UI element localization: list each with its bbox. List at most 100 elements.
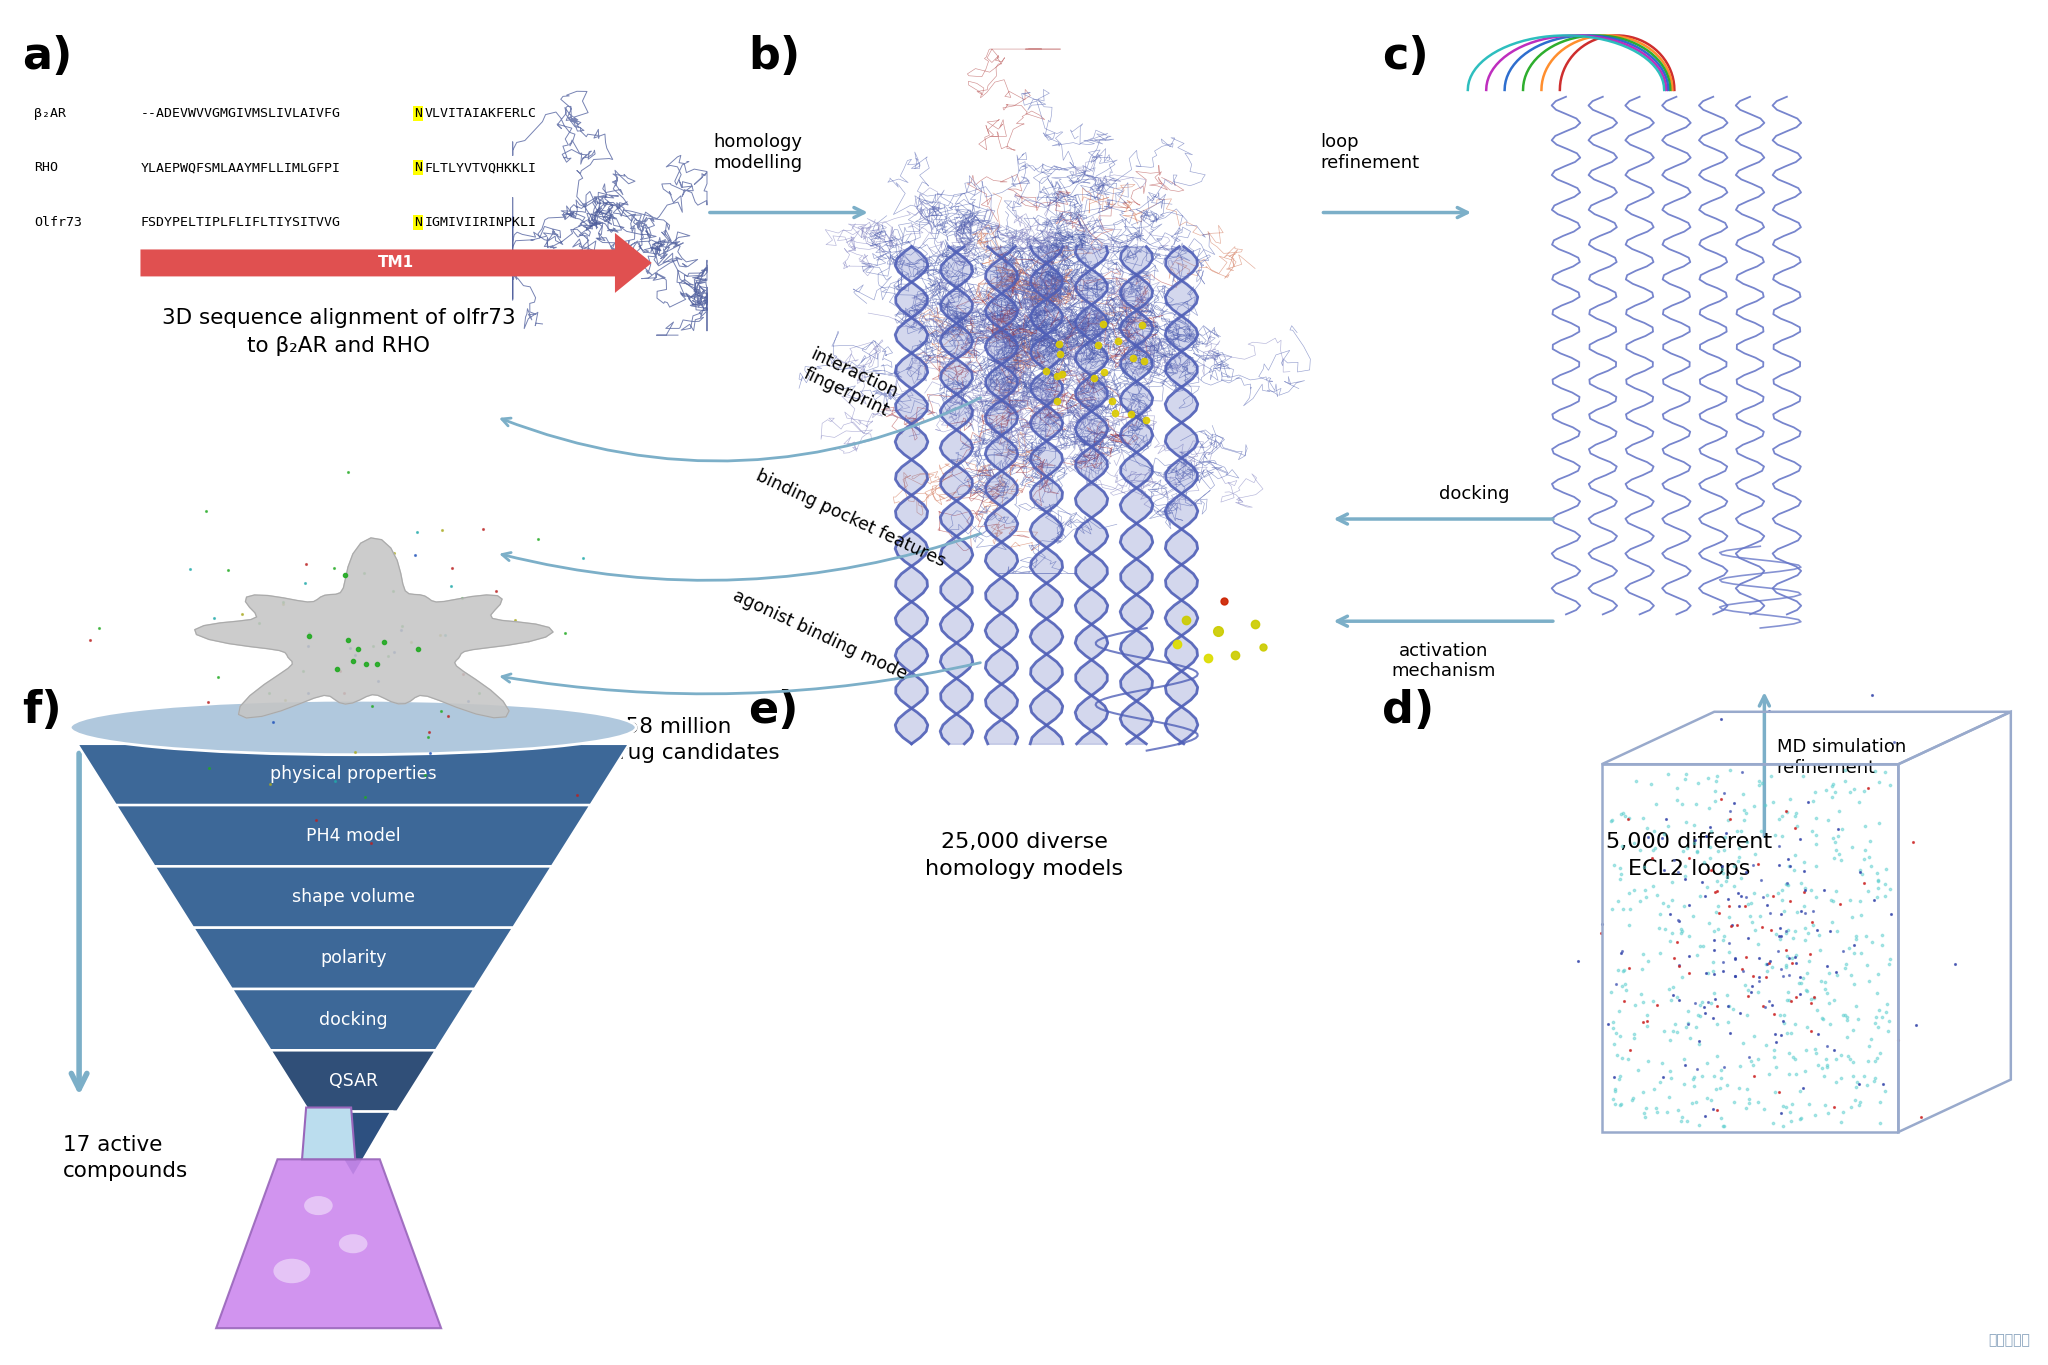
Text: QSAR: QSAR <box>328 1072 377 1089</box>
Point <box>1767 1003 1800 1025</box>
Point <box>1810 1057 1843 1078</box>
Point <box>1819 990 1851 1011</box>
Point <box>1665 1106 1698 1127</box>
Point <box>1665 923 1698 945</box>
Point <box>1649 919 1681 940</box>
Point <box>1638 838 1671 860</box>
Point <box>1786 968 1819 990</box>
Point <box>1647 823 1679 845</box>
Point <box>1792 921 1825 943</box>
Point <box>1677 814 1710 835</box>
Point <box>1866 1006 1898 1028</box>
Point <box>1812 1102 1845 1123</box>
Point <box>1788 852 1821 874</box>
Point <box>1729 809 1761 831</box>
Point <box>1606 975 1638 996</box>
Point <box>1612 1048 1645 1070</box>
Point <box>1722 846 1755 868</box>
Point <box>1628 1103 1661 1125</box>
Point <box>1784 1080 1817 1102</box>
Text: e): e) <box>748 689 799 732</box>
Point <box>1819 781 1851 803</box>
Polygon shape <box>117 805 590 867</box>
Point <box>1804 971 1837 992</box>
Point <box>1602 1001 1634 1022</box>
Point <box>1790 1016 1823 1037</box>
Point <box>1665 966 1698 988</box>
Point <box>1729 975 1761 996</box>
Point <box>1831 1006 1864 1028</box>
Point <box>1804 1058 1837 1080</box>
Point <box>1794 879 1827 901</box>
Point <box>1708 925 1741 947</box>
Text: N: N <box>414 216 422 228</box>
Text: Olfr73: Olfr73 <box>35 216 82 228</box>
Point <box>1778 920 1810 942</box>
Point <box>1681 773 1714 794</box>
Point <box>1831 1009 1864 1031</box>
Point <box>1845 863 1878 885</box>
Point <box>1692 962 1724 984</box>
Point <box>1788 1059 1821 1081</box>
Point <box>1821 880 1853 902</box>
Point <box>1665 920 1698 942</box>
Point <box>1731 1003 1763 1025</box>
Point <box>1817 848 1849 870</box>
Ellipse shape <box>70 700 637 755</box>
Text: polarity: polarity <box>319 949 387 968</box>
Point <box>1841 1009 1874 1031</box>
Point <box>1870 885 1903 906</box>
Point <box>1808 779 1841 801</box>
Point <box>1618 879 1651 901</box>
Point <box>1706 857 1739 879</box>
Text: shape volume: shape volume <box>291 889 414 906</box>
Point <box>1612 808 1645 830</box>
Text: b): b) <box>748 35 801 78</box>
Point <box>1774 990 1806 1011</box>
Text: --ADEVWVVGMGIVMSLIVLAIVFG: --ADEVWVVGMGIVMSLIVLAIVFG <box>141 106 340 120</box>
Polygon shape <box>195 538 553 718</box>
Point <box>1831 1026 1864 1048</box>
Point <box>1860 1067 1892 1089</box>
Point <box>1708 1115 1741 1137</box>
Point <box>1847 815 1880 837</box>
Point <box>1769 801 1802 823</box>
Point <box>1595 809 1628 831</box>
Point <box>1772 981 1804 1003</box>
Point <box>1683 1114 1716 1136</box>
Point <box>1708 839 1741 861</box>
Point <box>1616 1089 1649 1111</box>
Point <box>1739 794 1772 816</box>
Point <box>1796 915 1829 936</box>
Point <box>1862 878 1894 900</box>
Point <box>1808 1093 1841 1115</box>
Point <box>1733 1092 1765 1114</box>
Point <box>1712 995 1745 1017</box>
Point <box>1669 854 1702 876</box>
Point <box>1700 1044 1733 1066</box>
Point <box>1819 1070 1851 1092</box>
Point <box>1847 848 1880 870</box>
Point <box>1790 979 1823 1001</box>
Point <box>1673 925 1706 947</box>
Text: f): f) <box>23 689 61 732</box>
Point <box>1667 1048 1700 1070</box>
Text: binding pocket features: binding pocket features <box>752 467 948 571</box>
Point <box>1632 1050 1665 1072</box>
Point <box>1726 784 1759 805</box>
Point <box>1870 1001 1903 1022</box>
Polygon shape <box>141 233 651 293</box>
Point <box>1808 972 1841 994</box>
Point <box>1630 886 1663 908</box>
Point <box>1604 804 1636 826</box>
Point <box>1780 844 1812 865</box>
Point <box>1788 876 1821 898</box>
Point <box>1788 895 1821 917</box>
Point <box>1769 874 1802 895</box>
Point <box>1780 1063 1812 1085</box>
Point <box>1726 1032 1759 1054</box>
Text: a): a) <box>23 35 72 78</box>
Text: FLTLYVTVQHKKLI: FLTLYVTVQHKKLI <box>424 161 537 175</box>
Point <box>1819 1048 1851 1070</box>
Point <box>1724 1055 1757 1077</box>
